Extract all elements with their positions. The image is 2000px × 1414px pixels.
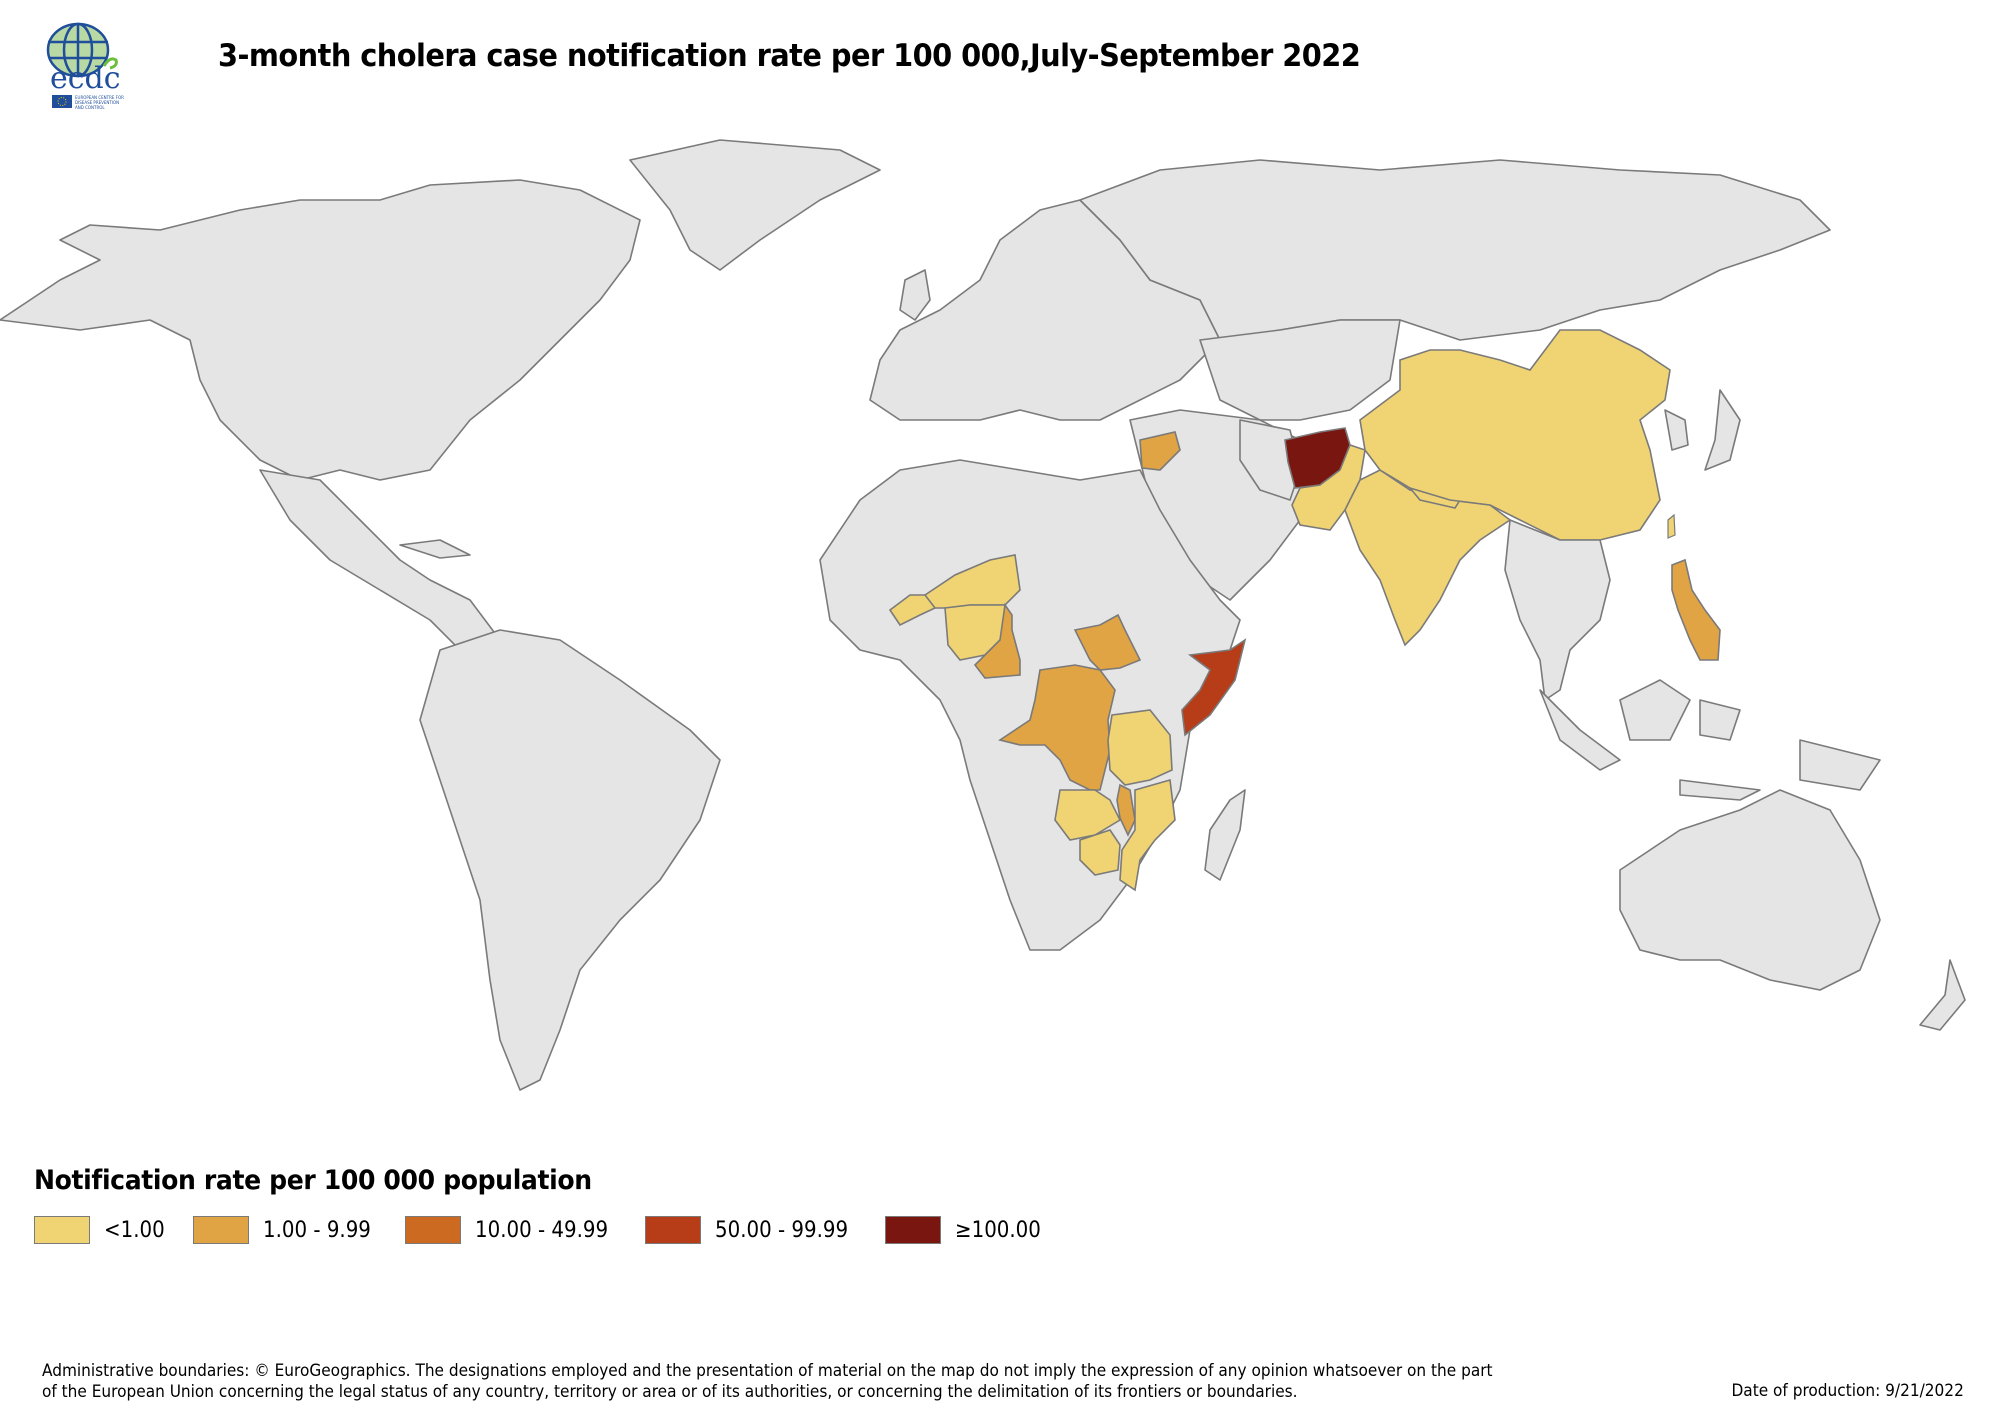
- country-niger: [923, 554, 1021, 609]
- disclaimer-text: Administrative boundaries: © EuroGeograp…: [42, 1361, 1493, 1401]
- svg-text:EUROPEAN CENTRE FOR: EUROPEAN CENTRE FOR: [75, 95, 124, 100]
- country-madagascar: [1204, 789, 1246, 881]
- country-tanzania: [1107, 709, 1173, 786]
- map-legend: Notification rate per 100 000 population…: [34, 1165, 1073, 1244]
- country-somalia: [1181, 638, 1247, 737]
- legend-swatch: [645, 1216, 702, 1244]
- legend-swatch: [193, 1216, 250, 1244]
- legend-item-ge100: ≥100.00: [885, 1216, 1050, 1244]
- svg-text:AND CONTROL: AND CONTROL: [75, 105, 105, 110]
- legend-label: ≥100.00: [955, 1217, 1041, 1243]
- country-indonesia: [1539, 679, 1881, 801]
- legend-swatch: [34, 1216, 90, 1244]
- legend-swatch: [885, 1216, 942, 1244]
- country-japan: [1704, 389, 1741, 471]
- country-taiwan: [1667, 513, 1676, 539]
- country-china: [1359, 329, 1671, 541]
- legend-label: 1.00 - 9.99: [263, 1217, 372, 1243]
- svg-text:DISEASE PREVENTION: DISEASE PREVENTION: [75, 100, 119, 105]
- country-central-asia: [1199, 319, 1401, 421]
- country-russia: [1079, 159, 1831, 341]
- country-mozambique: [1119, 778, 1176, 892]
- country-greenland: [629, 139, 881, 271]
- country-zambia: [1054, 789, 1122, 841]
- country-usa-canada: [0, 179, 641, 481]
- country-uk: [899, 269, 931, 321]
- country-drc: [998, 664, 1116, 791]
- legend-swatch: [405, 1216, 462, 1244]
- legend-label: <1.00: [104, 1217, 165, 1243]
- ecdc-logo: ecdc EUROPEAN CENTRE FOR DISEASE PREVENT…: [38, 18, 148, 113]
- country-australia: [1619, 789, 1881, 991]
- legend-item-lt1: <1.00: [34, 1216, 171, 1244]
- country-india: [1344, 469, 1512, 647]
- legend-item-10-50: 10.00 - 49.99: [405, 1216, 623, 1244]
- country-syria: [1139, 431, 1181, 471]
- legend-title: Notification rate per 100 000 population: [34, 1165, 592, 1196]
- country-new-zealand: [1919, 959, 1966, 1031]
- legend-items: <1.00 1.00 - 9.99 10.00 - 49.99 50.00 - …: [34, 1216, 1073, 1244]
- country-south-america: [419, 629, 721, 1091]
- legend-item-50-100: 50.00 - 99.99: [645, 1216, 863, 1244]
- country-southeast-asia: [1504, 519, 1611, 701]
- country-zimbabwe: [1079, 829, 1121, 876]
- globe-icon: ecdc EUROPEAN CENTRE FOR DISEASE PREVENT…: [46, 22, 124, 110]
- legend-item-1-10: 1.00 - 9.99: [193, 1216, 383, 1244]
- country-cuba: [399, 539, 471, 559]
- legend-label: 10.00 - 49.99: [475, 1217, 609, 1243]
- map-title: 3-month cholera case notification rate p…: [218, 38, 1361, 74]
- country-malawi: [1116, 783, 1136, 837]
- country-korea: [1664, 409, 1689, 451]
- production-date: Date of production: 9/21/2022: [1731, 1381, 1964, 1400]
- country-south-sudan: [1073, 613, 1142, 671]
- country-cameroon: [973, 602, 1021, 679]
- country-philippines: [1671, 558, 1721, 661]
- world-map: [0, 130, 2000, 1110]
- country-mexico-central-america: [259, 469, 501, 661]
- svg-text:ecdc: ecdc: [50, 61, 121, 96]
- legend-label: 50.00 - 99.99: [715, 1217, 849, 1243]
